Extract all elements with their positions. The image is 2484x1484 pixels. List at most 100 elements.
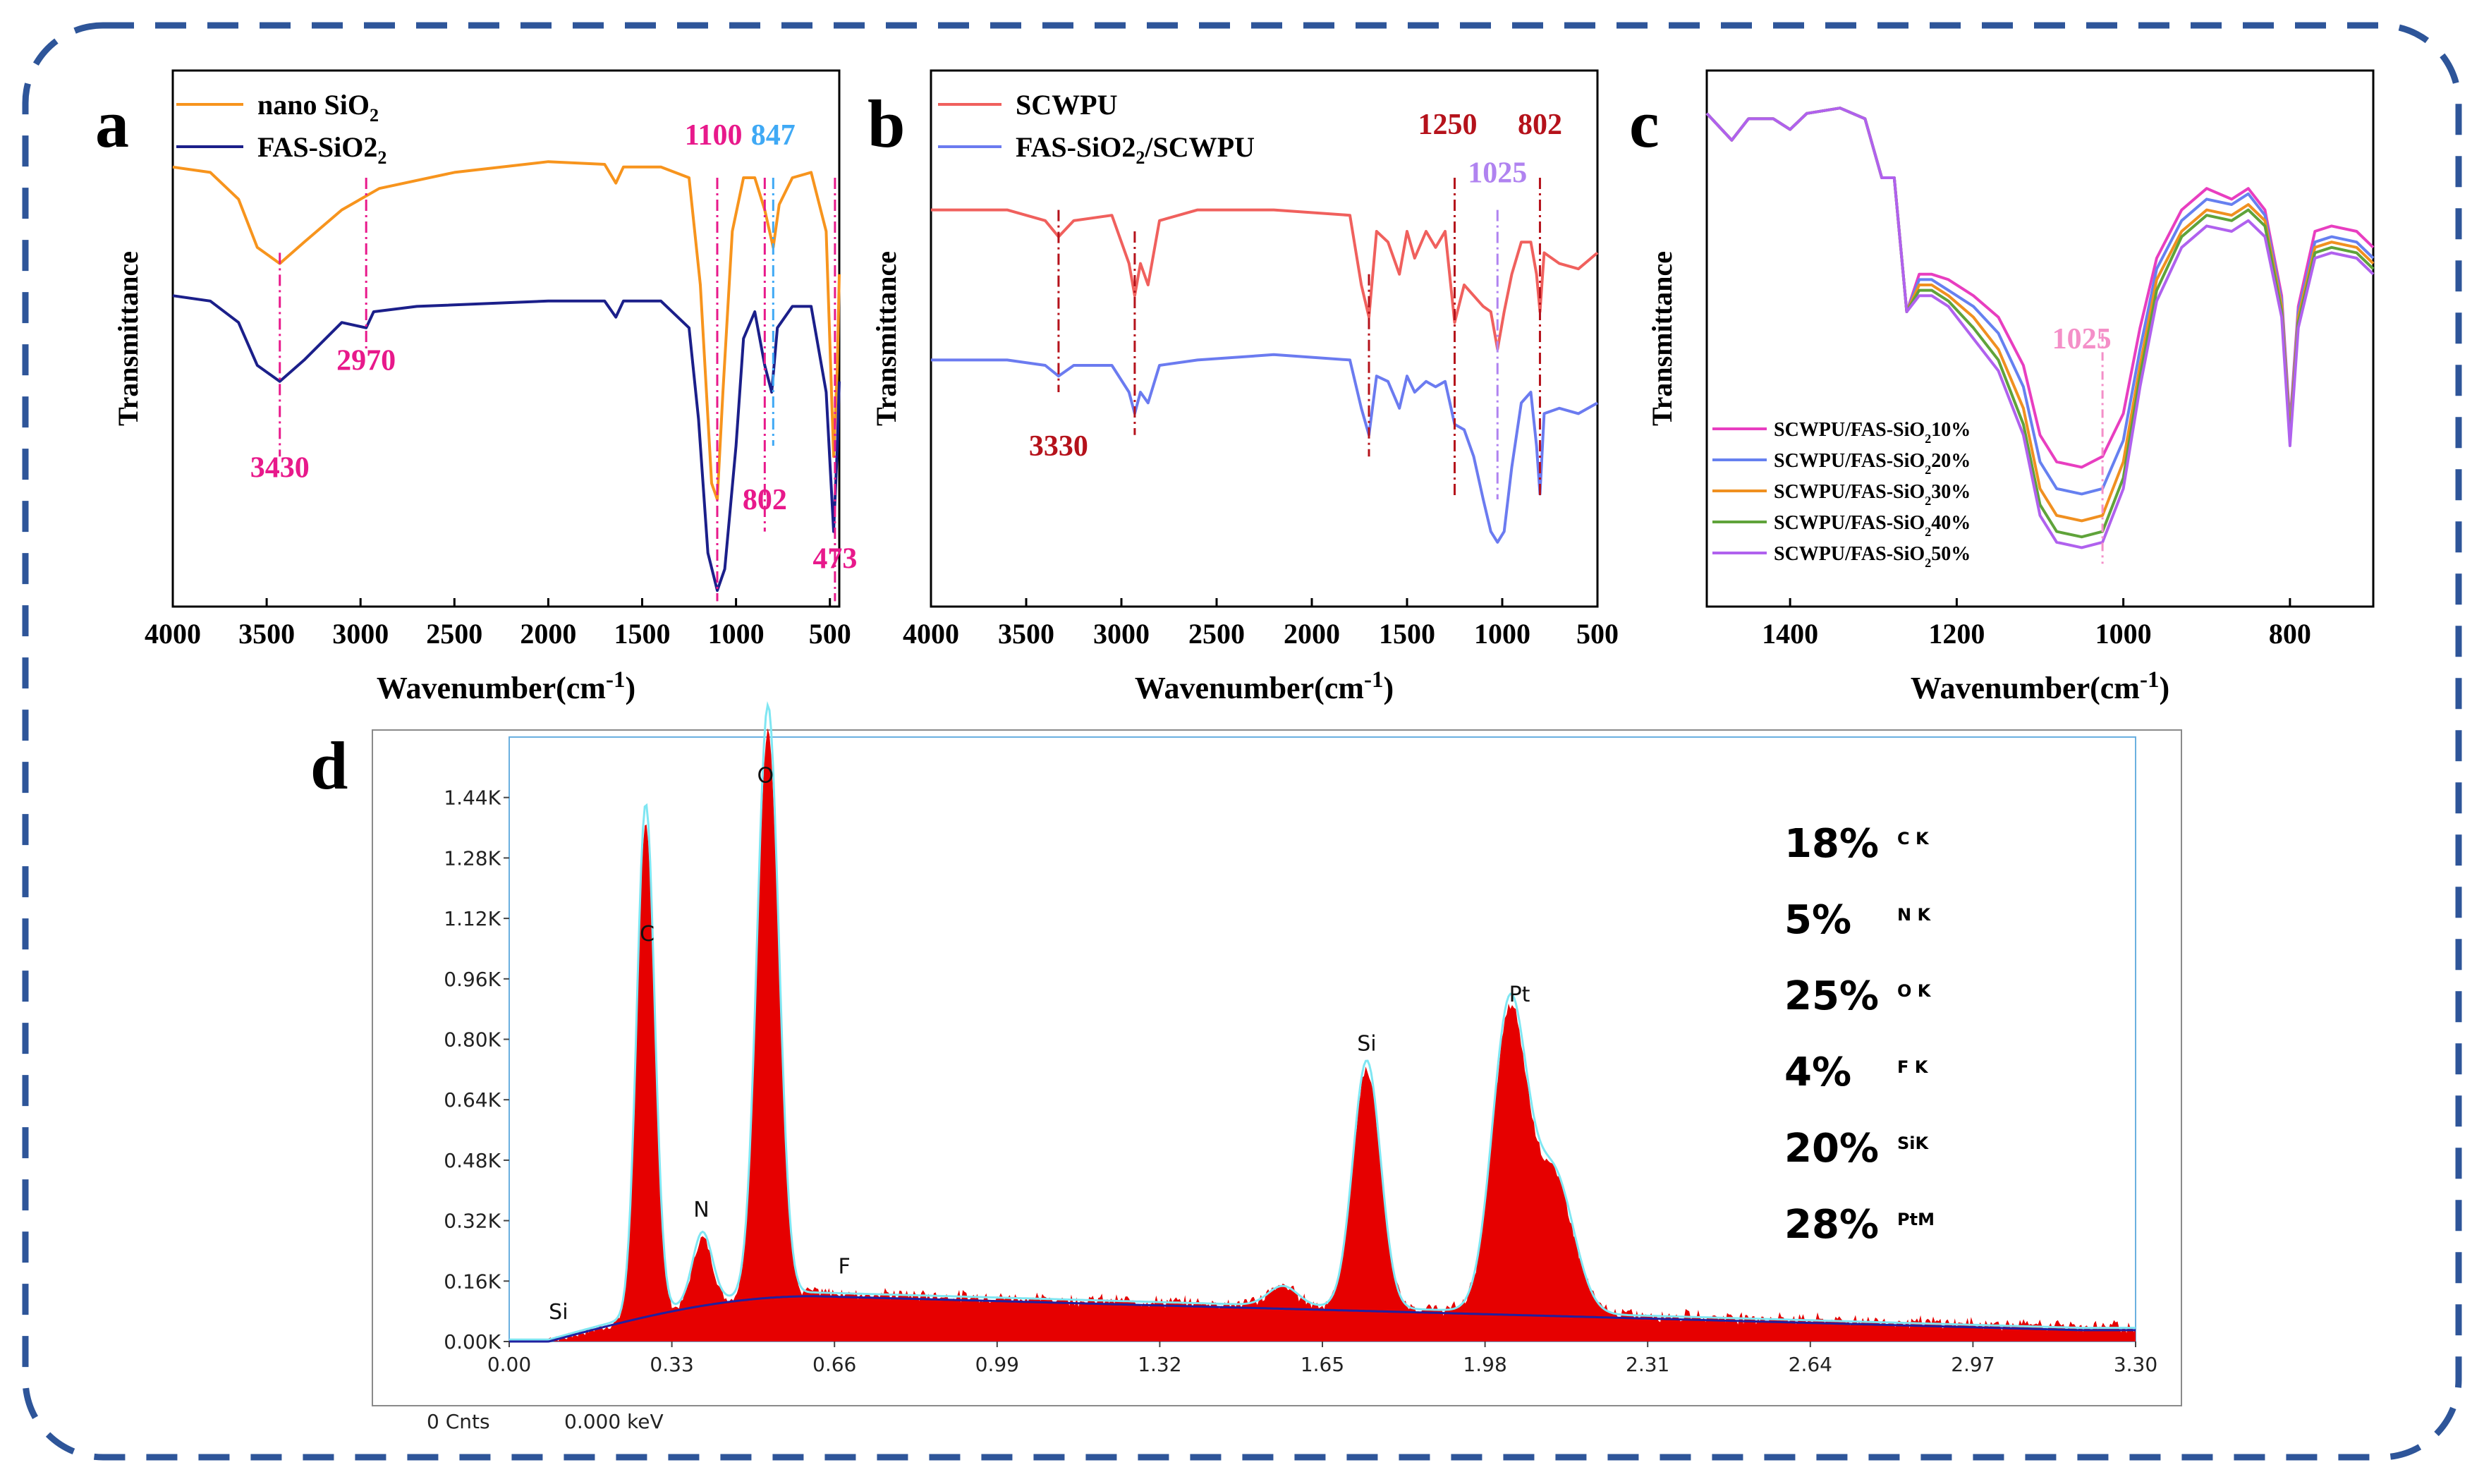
x-tick-label: 3.30: [2114, 1353, 2157, 1376]
composition-element-4: SiK: [1897, 1133, 1930, 1153]
x-tick-label: 1500: [1379, 618, 1435, 650]
x-tick-label: 1000: [1474, 618, 1530, 650]
peak-label-pt: Pt: [1509, 983, 1530, 1007]
panel-label-b: b: [867, 86, 906, 162]
legend-label-0: SCWPU: [1016, 89, 1117, 121]
panel-c-ftir-zoom: 1400 1200 1000 800 Transmittance Wavenumber(c…: [1646, 69, 2375, 705]
x-tick-label: 0.00: [487, 1353, 531, 1376]
x-axis-label: Wavenumber(cm-1): [1135, 667, 1394, 705]
x-tick-label: 500: [1576, 618, 1619, 650]
series-line-1: [172, 294, 841, 592]
x-axis-label: Wavenumber(cm-1): [1911, 667, 2169, 705]
composition-percent-4: 20%: [1784, 1126, 1879, 1172]
x-tick-label: 1400: [1762, 618, 1818, 650]
peak-label-1025: 1025: [1468, 157, 1527, 189]
y-tick-label: 0.00K: [444, 1330, 501, 1354]
composition-element-3: F K: [1897, 1057, 1929, 1077]
peak-label-802: 802: [1518, 109, 1562, 141]
panel-label-d: d: [310, 728, 348, 803]
peak-label-c: C: [640, 922, 655, 947]
y-tick-label: 1.44K: [444, 786, 501, 810]
x-tick-label: 0.66: [812, 1353, 856, 1376]
x-tick-label: 2500: [426, 618, 482, 650]
x-tick-label: 2500: [1188, 618, 1245, 650]
x-tick-label: 3500: [998, 618, 1054, 650]
x-tick-label: 1000: [2095, 618, 2152, 650]
x-tick-label: 1.32: [1138, 1353, 1181, 1376]
composition-element-1: N K: [1897, 905, 1931, 925]
series-line-1: [931, 353, 1598, 544]
peak-label-1250: 1250: [1418, 109, 1478, 141]
composition-element-5: PtM: [1897, 1210, 1935, 1229]
legend-label-0: nano SiO2: [257, 89, 379, 126]
legend-label-4: SCWPU/FAS-SiO250%: [1774, 543, 1971, 570]
peak-label-1100: 1100: [685, 119, 743, 152]
y-tick-label: 0.48K: [444, 1149, 501, 1172]
y-axis-label: Transmittance: [1646, 251, 1678, 426]
y-tick-label: 0.96K: [444, 968, 501, 991]
legend-label-3: SCWPU/FAS-SiO240%: [1774, 512, 1971, 539]
legend-label-2: SCWPU/FAS-SiO230%: [1774, 481, 1971, 508]
peak-label-n: N: [693, 1198, 709, 1222]
y-tick-label: 1.28K: [444, 846, 501, 870]
x-tick-label: 2000: [1284, 618, 1340, 650]
peak-label-f: F: [839, 1255, 851, 1279]
peak-label-si: Si: [549, 1300, 568, 1325]
series-line-0: [172, 160, 841, 501]
panel-a-ftir: 4000 3500 3000 2500 2000 1500 1000 500 Transmitt…: [112, 69, 857, 705]
y-tick-label: 0.32K: [444, 1210, 501, 1233]
x-tick-label: 2.31: [1626, 1353, 1669, 1376]
eds-spectrum-outline: [509, 701, 2136, 1341]
peak-label-3430: 3430: [250, 451, 310, 484]
peak-label-802: 802: [743, 484, 787, 516]
x-tick-label: 0.99: [975, 1353, 1019, 1376]
x-tick-label: 500: [809, 618, 851, 650]
y-tick-label: 0.16K: [444, 1270, 501, 1293]
y-axis-label: Transmittance: [112, 251, 144, 426]
dashed-frame: [22, 22, 2462, 1461]
x-tick-label: 0.33: [650, 1353, 693, 1376]
x-axis-label: Wavenumber(cm-1): [377, 667, 635, 705]
legend-label-1: FAS-SiO22/SCWPU: [1016, 131, 1255, 168]
composition-percent-5: 28%: [1784, 1202, 1879, 1248]
peak-label-2970: 2970: [336, 344, 396, 377]
x-tick-label: 2.64: [1789, 1353, 1832, 1376]
panel-d-eds-spectrum: 0.00K 0.16K 0.32K 0.48K 0.64K 0.80K 0.96K 1.12K…: [372, 701, 2182, 1433]
y-tick-label: 0.80K: [444, 1028, 501, 1052]
series-line-4: [1705, 107, 2375, 549]
composition-percent-2: 25%: [1784, 973, 1879, 1019]
x-tick-label: 1000: [708, 618, 765, 650]
footer-cnts: 0 Cnts: [427, 1410, 490, 1433]
peak-label-847: 847: [751, 119, 796, 152]
composition-element-2: O K: [1897, 981, 1932, 1001]
panel-b-ftir: 4000 3500 3000 2500 2000 1500 1000 500 Transmitt…: [870, 69, 1619, 705]
x-tick-label: 2000: [520, 618, 576, 650]
legend-label-1: SCWPU/FAS-SiO220%: [1774, 450, 1971, 477]
x-tick-label: 2.97: [1951, 1353, 1995, 1376]
x-tick-label: 1200: [1928, 618, 1985, 650]
x-tick-label: 4000: [903, 618, 959, 650]
x-tick-label: 1.98: [1463, 1353, 1506, 1376]
y-tick-label: 1.12K: [444, 907, 501, 930]
composition-percent-3: 4%: [1784, 1050, 1851, 1095]
x-tick-label: 1.65: [1301, 1353, 1344, 1376]
series-line-0: [931, 208, 1599, 351]
x-tick-label: 800: [2269, 618, 2311, 650]
x-tick-label: 3000: [332, 618, 389, 650]
peak-label-1025: 1025: [2052, 323, 2112, 355]
x-tick-label: 1500: [614, 618, 670, 650]
peak-label-si: Si: [1357, 1032, 1376, 1057]
eds-background-line: [509, 1295, 2136, 1343]
peak-label-3330: 3330: [1029, 430, 1088, 463]
composition-percent-1: 5%: [1784, 897, 1851, 943]
legend-label-1: FAS-SiO22: [257, 131, 386, 168]
x-tick-label: 3000: [1093, 618, 1150, 650]
composition-percent-0: 18%: [1784, 821, 1879, 867]
panel-label-a: a: [95, 86, 129, 162]
y-axis-label: Transmittance: [870, 251, 902, 426]
peak-label-o: O: [757, 763, 774, 788]
peak-label-473: 473: [812, 543, 857, 576]
legend-label-0: SCWPU/FAS-SiO210%: [1774, 419, 1971, 446]
composition-element-0: C K: [1897, 829, 1930, 849]
